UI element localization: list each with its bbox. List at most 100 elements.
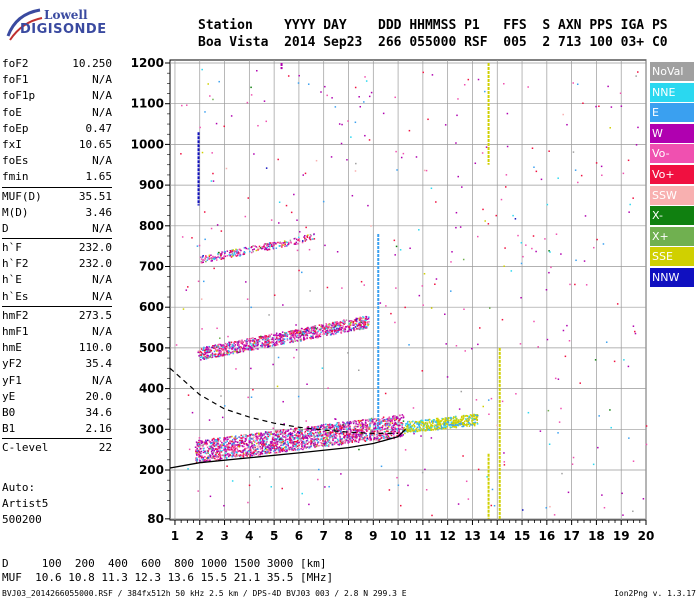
noise-point [362,427,364,429]
echo-point [231,250,233,253]
echo-point [272,338,274,340]
echo-point [204,459,206,461]
echo-point [461,418,463,421]
echo-point [243,454,245,456]
echo-point [220,254,222,257]
noise-point [621,492,623,495]
echo-point [331,322,334,325]
echo-point [232,442,235,444]
echo-point [338,428,341,431]
echo-point [395,418,398,421]
echo-point [302,444,304,447]
echo-point [348,441,351,443]
echo-point [414,425,416,428]
echo-point [449,423,452,426]
echo-point [255,246,258,248]
noise-point [495,214,497,217]
noise-point [609,409,611,411]
echo-point [378,434,380,436]
echo-point [272,242,275,244]
echo-point [416,423,418,425]
echo-point [325,325,327,327]
echo-point [210,445,212,448]
echo-point [323,443,326,446]
echo-point [339,326,342,329]
echo-point [252,339,254,341]
echo-point [232,347,234,349]
echo-point [342,330,345,332]
echo-point [196,459,199,461]
echo-point [348,326,351,328]
echo-point [244,440,247,443]
echo-point [254,446,256,449]
echo-point [252,437,254,439]
echo-point [220,351,223,353]
echo-point [368,428,370,430]
echo-point [341,424,344,427]
echo-point [216,259,218,261]
echo-point [317,435,320,437]
echo-point [350,329,352,331]
echo-point [220,457,223,460]
echo-point [234,449,236,452]
echo-point [432,419,435,421]
parameter-panel: foF2 10.250 foF1 N/A foF1p N/A foE N/A foEp 0.47 f… [2,56,112,457]
echo-point [369,420,371,422]
echo-point [360,324,362,327]
echo-point [234,344,237,346]
echo-point [214,347,217,350]
echo-point [381,431,384,434]
echo-point [329,435,332,438]
echo-point [304,435,307,438]
echo-point [290,330,293,332]
echo-point [343,320,346,323]
echo-point [255,342,258,345]
echo-point [277,436,279,438]
echo-point [423,427,425,430]
echo-point [302,332,304,334]
echo-point [264,343,267,345]
echo-point [337,324,339,327]
echo-point [461,422,464,424]
echo-point [313,436,316,438]
noise-point [540,178,543,181]
echo-point [460,423,462,425]
echo-point [367,420,370,422]
echo-point [320,426,322,428]
noise-point [580,174,583,177]
echo-point [360,431,363,433]
echo-point [279,338,282,341]
echo-point [374,418,376,420]
echo-point [330,327,333,329]
echo-point [284,433,286,435]
echo-point [291,331,293,334]
echo-point [378,421,381,424]
echo-point [202,457,205,459]
echo-point [340,441,343,444]
echo-point [334,442,336,444]
echo-point [258,245,261,248]
noise-point [467,78,470,81]
param-separator [2,186,112,188]
echo-point [297,332,299,334]
echo-point [219,454,221,457]
echo-point [344,424,346,426]
echo-point [359,324,361,327]
echo-point [377,439,379,441]
echo-point [313,427,315,430]
echo-point [398,431,401,434]
echo-point [244,448,246,450]
echo-point [236,455,238,457]
echo-point [221,449,223,452]
echo-point [210,349,213,352]
noise-point [634,332,637,335]
noise-point [566,324,568,327]
echo-point [244,438,247,440]
echo-point [205,350,208,352]
echo-point [351,439,353,442]
noise-point [532,235,535,237]
echo-point [393,415,395,417]
echo-point [256,438,258,441]
echo-point [296,439,299,442]
echo-point [235,444,237,446]
